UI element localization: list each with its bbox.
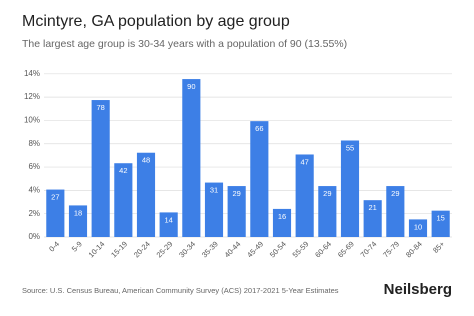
bar	[46, 189, 65, 237]
data-label: 42	[119, 166, 127, 175]
y-tick-label: 12%	[24, 92, 40, 101]
bar	[68, 205, 88, 237]
x-tick-label: 85+	[431, 239, 447, 255]
x-tick-label: 30-34	[177, 239, 197, 259]
y-tick-label: 0%	[28, 232, 40, 241]
data-label: 66	[255, 124, 263, 133]
data-label: 90	[187, 82, 195, 91]
bar	[91, 100, 110, 237]
data-label: 47	[300, 157, 308, 166]
bar	[250, 121, 269, 237]
x-tick-label: 60-64	[313, 239, 333, 259]
data-label: 16	[278, 212, 286, 221]
data-label: 14	[164, 215, 172, 224]
bar	[159, 212, 178, 237]
bar	[272, 208, 292, 237]
bar	[182, 79, 201, 237]
data-label: 18	[74, 208, 82, 217]
x-tick-label: 55-59	[291, 239, 311, 259]
data-label: 15	[436, 214, 444, 223]
bar	[340, 140, 360, 237]
y-tick-label: 4%	[28, 185, 40, 194]
x-tick-label: 75-79	[381, 239, 401, 259]
chart-subtitle: The largest age group is 30-34 years wit…	[22, 38, 347, 50]
x-tick-label: 15-19	[109, 239, 129, 259]
data-label: 55	[346, 143, 354, 152]
data-label: 21	[368, 203, 376, 212]
data-label: 31	[210, 186, 218, 195]
bar	[431, 210, 450, 237]
bar	[386, 186, 405, 237]
bar	[363, 200, 382, 237]
data-label: 27	[51, 193, 59, 202]
data-label: 10	[414, 222, 422, 231]
bar	[295, 154, 314, 237]
bar	[114, 163, 133, 237]
bar	[408, 219, 428, 237]
data-label: 29	[323, 189, 331, 198]
brand: Neilsberg	[384, 281, 452, 298]
x-tick-label: 80-84	[404, 239, 424, 259]
bar	[136, 152, 156, 237]
bar	[318, 186, 337, 237]
source: Source: U.S. Census Bureau, American Com…	[22, 286, 339, 295]
x-tick-label: 45-49	[245, 239, 265, 259]
y-tick-label: 6%	[28, 162, 40, 171]
x-tick-label: 5-9	[70, 239, 84, 253]
y-tick-label: 8%	[28, 139, 40, 148]
y-tick-label: 14%	[24, 69, 40, 78]
data-label: 29	[232, 189, 240, 198]
y-tick-label: 10%	[24, 116, 40, 125]
chart-title: Mcintyre, GA population by age group	[22, 13, 290, 30]
x-tick-label: 40-44	[223, 239, 243, 259]
x-tick-label: 25-29	[155, 239, 175, 259]
x-tick-label: 0-4	[47, 239, 61, 253]
bar	[227, 186, 246, 237]
x-tick-label: 20-24	[132, 239, 152, 259]
x-tick-label: 35-39	[200, 239, 220, 259]
x-tick-label: 50-54	[268, 239, 288, 259]
x-tick-label: 10-14	[87, 239, 107, 259]
data-label: 29	[391, 189, 399, 198]
data-label: 78	[96, 103, 104, 112]
x-tick-label: 70-74	[359, 239, 379, 259]
bar	[204, 182, 224, 237]
x-tick-label: 65-69	[336, 239, 356, 259]
y-tick-label: 2%	[28, 209, 40, 218]
data-label: 48	[142, 156, 150, 165]
